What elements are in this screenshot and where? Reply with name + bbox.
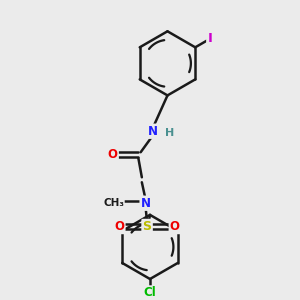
Text: N: N [141, 197, 151, 210]
Text: N: N [148, 125, 158, 138]
Text: Cl: Cl [144, 286, 156, 299]
Text: O: O [108, 148, 118, 161]
Text: I: I [207, 32, 212, 45]
Text: O: O [170, 220, 180, 233]
Text: H: H [165, 128, 174, 138]
Text: O: O [114, 220, 124, 233]
Text: CH₃: CH₃ [103, 198, 124, 208]
Text: S: S [142, 220, 152, 233]
